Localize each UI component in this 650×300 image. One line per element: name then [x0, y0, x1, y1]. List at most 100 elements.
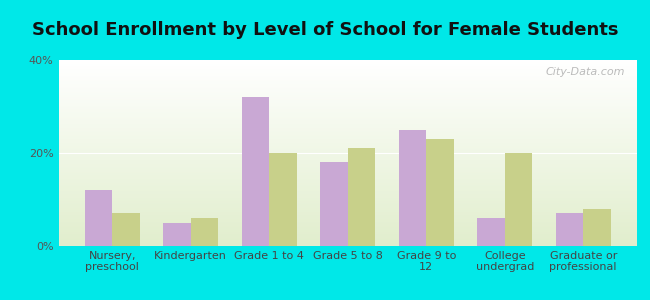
- Bar: [58, 72, 637, 73]
- Bar: [58, 103, 637, 104]
- Bar: [58, 243, 637, 244]
- Bar: [58, 188, 637, 189]
- Bar: [58, 210, 637, 211]
- Bar: [58, 200, 637, 201]
- Bar: [58, 184, 637, 185]
- Bar: [58, 75, 637, 76]
- Bar: [58, 245, 637, 246]
- Bar: [58, 62, 637, 63]
- Bar: [58, 124, 637, 125]
- Bar: [58, 154, 637, 155]
- Bar: [58, 224, 637, 225]
- Bar: [58, 105, 637, 106]
- Bar: [58, 199, 637, 200]
- Bar: [58, 193, 637, 194]
- Bar: [58, 70, 637, 71]
- Bar: [58, 68, 637, 69]
- Bar: [58, 191, 637, 192]
- Bar: [58, 128, 637, 129]
- Bar: [58, 173, 637, 174]
- Bar: [58, 176, 637, 177]
- Bar: [348, 148, 375, 246]
- Bar: [58, 216, 637, 217]
- Bar: [58, 235, 637, 236]
- Bar: [58, 159, 637, 160]
- Bar: [190, 218, 218, 246]
- Bar: [58, 94, 637, 95]
- Bar: [58, 229, 637, 230]
- Bar: [58, 168, 637, 169]
- Bar: [58, 118, 637, 119]
- Bar: [58, 88, 637, 89]
- Bar: [58, 138, 637, 139]
- Bar: [58, 171, 637, 172]
- Bar: [58, 220, 637, 221]
- Bar: [58, 76, 637, 77]
- Bar: [58, 114, 637, 115]
- Bar: [58, 151, 637, 152]
- Bar: [58, 156, 637, 157]
- Bar: [58, 108, 637, 109]
- Bar: [58, 102, 637, 103]
- Bar: [505, 153, 532, 246]
- Bar: [112, 214, 140, 246]
- Bar: [58, 212, 637, 214]
- Bar: [58, 143, 637, 144]
- Bar: [58, 174, 637, 175]
- Bar: [58, 180, 637, 181]
- Bar: [58, 132, 637, 133]
- Bar: [58, 141, 637, 142]
- Bar: [58, 211, 637, 212]
- Bar: [58, 223, 637, 224]
- Bar: [58, 167, 637, 168]
- Bar: [58, 115, 637, 116]
- Bar: [58, 207, 637, 208]
- Bar: [58, 134, 637, 135]
- Bar: [58, 169, 637, 170]
- Bar: [58, 153, 637, 154]
- Bar: [58, 203, 637, 204]
- Bar: [58, 126, 637, 127]
- Bar: [58, 201, 637, 202]
- Bar: [58, 179, 637, 180]
- Bar: [58, 187, 637, 188]
- Bar: [58, 111, 637, 112]
- Bar: [58, 73, 637, 74]
- Bar: [84, 190, 112, 246]
- Bar: [58, 192, 637, 193]
- Bar: [58, 120, 637, 122]
- Bar: [58, 86, 637, 87]
- Bar: [58, 96, 637, 97]
- Bar: [163, 223, 190, 246]
- Bar: [58, 146, 637, 147]
- Bar: [58, 162, 637, 163]
- Bar: [58, 85, 637, 86]
- Bar: [58, 205, 637, 206]
- Bar: [58, 242, 637, 243]
- Bar: [58, 237, 637, 238]
- Bar: [58, 117, 637, 118]
- Bar: [58, 71, 637, 72]
- Bar: [58, 95, 637, 96]
- Bar: [58, 144, 637, 145]
- Bar: [58, 239, 637, 240]
- Bar: [58, 60, 637, 61]
- Bar: [58, 219, 637, 220]
- Bar: [58, 118, 637, 119]
- Bar: [58, 150, 637, 151]
- Bar: [58, 232, 637, 233]
- Bar: [58, 106, 637, 107]
- Bar: [58, 240, 637, 241]
- Bar: [58, 80, 637, 81]
- Bar: [58, 194, 637, 195]
- Bar: [58, 100, 637, 101]
- Text: City-Data.com: City-Data.com: [546, 68, 625, 77]
- Bar: [58, 131, 637, 132]
- Bar: [58, 183, 637, 184]
- Bar: [320, 162, 348, 246]
- Bar: [58, 77, 637, 78]
- Bar: [58, 78, 637, 79]
- Bar: [58, 99, 637, 100]
- Bar: [58, 145, 637, 146]
- Bar: [58, 74, 637, 75]
